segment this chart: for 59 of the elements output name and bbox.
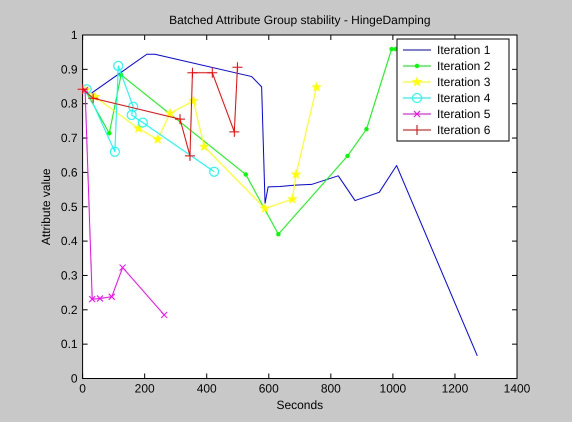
point [228,126,240,138]
point [287,194,298,204]
x-tick-label: 1400 [504,382,531,396]
y-tick-label: 0.5 [60,200,78,214]
y-tick-label: 0.8 [60,96,78,111]
point [186,67,198,78]
legend-label: Iteration 4 [437,91,491,105]
x-tick-label: 600 [258,382,280,396]
y-tick-label: 0.3 [60,268,78,282]
legend-label: Iteration 6 [437,123,491,137]
y-tick-label: 0.6 [60,165,78,180]
point [113,60,124,71]
point [209,166,220,177]
point [345,154,350,158]
point [244,172,248,177]
point [364,126,369,132]
point [232,62,243,73]
point [107,131,112,136]
x-tick-label: 1200 [442,382,469,396]
point [184,150,196,162]
point [260,203,270,213]
y-tick-label: 0 [70,372,78,386]
y-tick-label: 0.7 [60,131,78,146]
point [133,123,144,133]
point [138,118,148,128]
y-tick-label: 0.9 [60,62,78,76]
point [152,134,163,144]
point [206,67,218,78]
x-tick-label: 200 [134,382,155,396]
point [126,110,137,120]
chart-title: Batched Attribute Group stability - HingeDamping [169,13,431,27]
point [119,264,126,272]
x-tick-label: 0 [79,382,86,396]
y-tick-label: 1 [70,28,78,42]
point [77,84,88,95]
x-tick-label: 1000 [380,382,407,396]
point [110,146,120,157]
point [389,46,394,52]
point [312,82,322,92]
y-tick-label: 0.4 [60,234,78,248]
point [199,141,210,151]
point [108,293,116,300]
point [276,232,281,236]
y-tick-label: 0.2 [60,302,78,317]
x-tick-label: 800 [320,382,342,396]
point [128,102,138,112]
legend-label: Iteration 5 [437,107,491,121]
point [165,108,176,118]
y-tick-label: 0.1 [60,337,78,352]
point [174,114,186,125]
point [88,92,99,104]
legend-label: Iteration 3 [437,75,491,89]
legend-label: Iteration 1 [437,43,491,57]
x-axis-title: Seconds [276,398,324,412]
x-tick-label: 400 [196,382,218,396]
point [160,311,168,318]
legend-label: Iteration 2 [437,59,491,73]
point [291,169,302,179]
y-axis-title: Attribute value [39,168,53,246]
